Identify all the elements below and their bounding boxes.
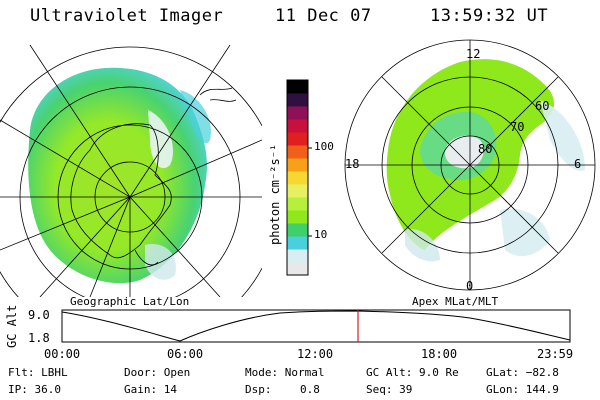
- colorbar-swatch: [287, 171, 308, 185]
- right-panel-caption: Apex MLat/MLT: [412, 295, 499, 308]
- seq-info: Seq: 39: [366, 383, 413, 396]
- colorbar-swatch: [287, 132, 308, 146]
- left-panel-caption: Geographic Lat/Lon: [70, 295, 190, 308]
- lat-label-80: 80: [478, 142, 492, 156]
- colorbar-tick-10: 10: [314, 228, 327, 241]
- colorbar-swatch: [287, 236, 308, 250]
- colorbar-unit-label: photon cm⁻²s⁻¹: [268, 144, 282, 245]
- colorbar-swatch: [287, 106, 308, 120]
- lat-label-60: 60: [535, 99, 549, 113]
- colorbar-frame: [286, 79, 309, 276]
- observation-time: 13:59:32 UT: [430, 6, 549, 26]
- instrument-title: Ultraviolet Imager: [30, 6, 224, 26]
- colorbar-swatch: [287, 223, 308, 237]
- altitude-ylabel: GC Alt: [5, 305, 19, 348]
- altitude-xtick-3: 18:00: [421, 347, 457, 361]
- mode-info: Mode: Normal: [245, 366, 325, 379]
- colorbar-swatch: [287, 184, 308, 198]
- ip-info: IP: 36.0: [8, 383, 61, 396]
- colorbar-swatch: [287, 145, 308, 159]
- colorbar-swatch: [287, 80, 308, 94]
- mlt-label-18: 18: [345, 157, 359, 171]
- mlt-label-0: 0: [466, 279, 473, 293]
- altitude-xtick-0: 00:00: [44, 347, 80, 361]
- door-info: Door: Open: [124, 366, 191, 379]
- colorbar-swatch: [287, 210, 308, 224]
- lat-label-70: 70: [510, 120, 524, 134]
- filter-info: Flt: LBHL: [8, 366, 68, 379]
- colorbar-swatch: [287, 197, 308, 211]
- altitude-ytick-1.8: 1.8: [28, 331, 50, 345]
- colorbar-swatch: [287, 262, 308, 276]
- mlt-label-12: 12: [466, 47, 480, 61]
- colorbar: [286, 79, 312, 276]
- altitude-xtick-2: 12:00: [297, 347, 333, 361]
- gain-info: Gain: 14: [124, 383, 177, 396]
- altitude-xtick-1: 06:00: [167, 347, 203, 361]
- altitude-ytick-9: 9.0: [28, 308, 50, 322]
- colorbar-swatch: [287, 119, 308, 133]
- colorbar-swatch: [287, 249, 308, 263]
- gc-alt-info: GC Alt: 9.0 Re: [366, 366, 459, 379]
- colorbar-tick-100: 100: [314, 140, 334, 153]
- dsp-label: Dsp:: [245, 383, 272, 396]
- altitude-xtick-4: 23:59: [537, 347, 573, 361]
- altitude-plot: [61, 309, 571, 343]
- observation-date: 11 Dec 07: [275, 6, 372, 26]
- colorbar-swatch: [287, 93, 308, 107]
- glon-info: GLon: 144.9: [486, 383, 559, 396]
- mlt-label-6: 6: [574, 157, 581, 171]
- altitude-curve: [61, 310, 571, 342]
- dsp-value: 0.8: [300, 383, 320, 396]
- glat-info: GLat: −82.8: [486, 366, 559, 379]
- colorbar-swatch: [287, 158, 308, 172]
